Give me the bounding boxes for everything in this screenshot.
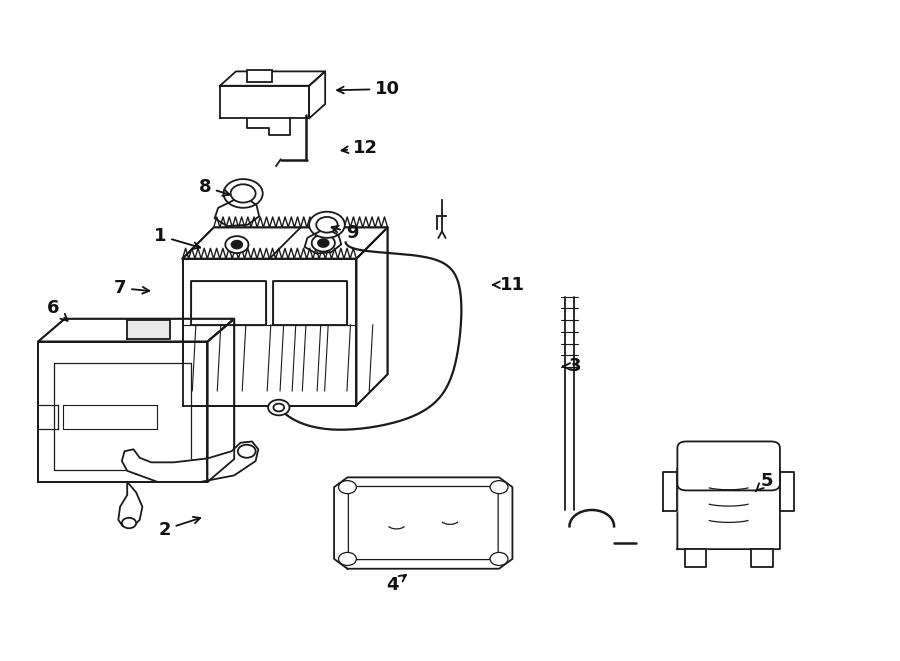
Text: 1: 1 <box>154 227 200 249</box>
Circle shape <box>223 179 263 208</box>
Polygon shape <box>678 457 780 549</box>
Circle shape <box>230 184 256 202</box>
Polygon shape <box>685 549 706 567</box>
Circle shape <box>225 236 248 253</box>
Text: 4: 4 <box>386 575 406 594</box>
Polygon shape <box>334 477 512 568</box>
Polygon shape <box>309 71 325 118</box>
Polygon shape <box>183 258 356 406</box>
Polygon shape <box>356 227 388 406</box>
Circle shape <box>316 217 338 233</box>
Polygon shape <box>780 471 794 512</box>
Circle shape <box>274 404 284 411</box>
Polygon shape <box>38 342 208 482</box>
FancyBboxPatch shape <box>678 442 780 490</box>
Text: 8: 8 <box>199 178 230 196</box>
Text: 2: 2 <box>158 517 200 539</box>
Text: 6: 6 <box>47 299 68 321</box>
Polygon shape <box>122 442 258 482</box>
Circle shape <box>122 518 136 528</box>
Text: 3: 3 <box>562 358 581 375</box>
Polygon shape <box>208 319 234 482</box>
Bar <box>248 70 272 82</box>
Circle shape <box>268 400 290 415</box>
Polygon shape <box>192 281 266 325</box>
Circle shape <box>491 553 508 565</box>
Text: 9: 9 <box>331 223 358 242</box>
Circle shape <box>238 445 256 458</box>
Circle shape <box>318 239 328 247</box>
Polygon shape <box>54 363 192 470</box>
Polygon shape <box>183 227 388 258</box>
Polygon shape <box>63 405 157 428</box>
Text: 10: 10 <box>338 80 400 98</box>
Text: 12: 12 <box>341 139 378 157</box>
Polygon shape <box>663 471 678 512</box>
Polygon shape <box>118 482 142 526</box>
Text: 11: 11 <box>493 276 525 293</box>
Text: 5: 5 <box>755 471 773 491</box>
Polygon shape <box>273 281 347 325</box>
Circle shape <box>338 553 356 565</box>
Polygon shape <box>220 71 325 86</box>
Polygon shape <box>752 549 773 567</box>
Circle shape <box>491 481 508 494</box>
Polygon shape <box>220 86 309 118</box>
Text: 7: 7 <box>113 279 149 297</box>
Polygon shape <box>38 319 234 342</box>
Circle shape <box>309 212 345 238</box>
Circle shape <box>338 481 356 494</box>
Circle shape <box>311 235 335 252</box>
Polygon shape <box>127 320 170 340</box>
Circle shape <box>231 241 242 249</box>
